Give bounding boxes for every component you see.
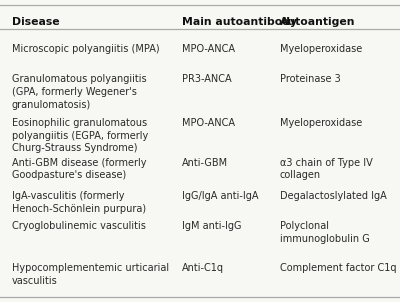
Text: MPO-ANCA: MPO-ANCA <box>182 44 235 54</box>
Text: Disease: Disease <box>12 17 60 27</box>
Text: Proteinase 3: Proteinase 3 <box>280 74 341 84</box>
Text: Anti-GBM: Anti-GBM <box>182 158 228 168</box>
Text: Degalactoslylated IgA: Degalactoslylated IgA <box>280 191 387 201</box>
Text: Myeloperoxidase: Myeloperoxidase <box>280 44 362 54</box>
Text: Autoantigen: Autoantigen <box>280 17 356 27</box>
Text: Hypocomplementemic urticarial
vasculitis: Hypocomplementemic urticarial vasculitis <box>12 263 169 286</box>
Text: Main autoantibody: Main autoantibody <box>182 17 297 27</box>
Text: IgG/IgA anti-IgA: IgG/IgA anti-IgA <box>182 191 258 201</box>
Text: Microscopic polyangiitis (MPA): Microscopic polyangiitis (MPA) <box>12 44 160 54</box>
Text: Eosinophilic granulomatous
polyangiitis (EGPA, formerly
Churg-Strauss Syndrome): Eosinophilic granulomatous polyangiitis … <box>12 118 148 153</box>
Text: PR3-ANCA: PR3-ANCA <box>182 74 232 84</box>
Text: Granulomatous polyangiitis
(GPA, formerly Wegener's
granulomatosis): Granulomatous polyangiitis (GPA, formerl… <box>12 74 147 110</box>
Text: Polyclonal
immunoglobulin G: Polyclonal immunoglobulin G <box>280 221 370 244</box>
Text: Myeloperoxidase: Myeloperoxidase <box>280 118 362 128</box>
Text: α3 chain of Type IV
collagen: α3 chain of Type IV collagen <box>280 158 373 180</box>
Text: Anti-GBM disease (formerly
Goodpasture's disease): Anti-GBM disease (formerly Goodpasture's… <box>12 158 146 180</box>
Text: MPO-ANCA: MPO-ANCA <box>182 118 235 128</box>
Text: Complement factor C1q: Complement factor C1q <box>280 263 396 273</box>
Text: IgM anti-IgG: IgM anti-IgG <box>182 221 242 231</box>
Text: IgA-vasculitis (formerly
Henoch-Schönlein purpura): IgA-vasculitis (formerly Henoch-Schönlei… <box>12 191 146 214</box>
Text: Anti-C1q: Anti-C1q <box>182 263 224 273</box>
Text: Cryoglobulinemic vasculitis: Cryoglobulinemic vasculitis <box>12 221 146 231</box>
